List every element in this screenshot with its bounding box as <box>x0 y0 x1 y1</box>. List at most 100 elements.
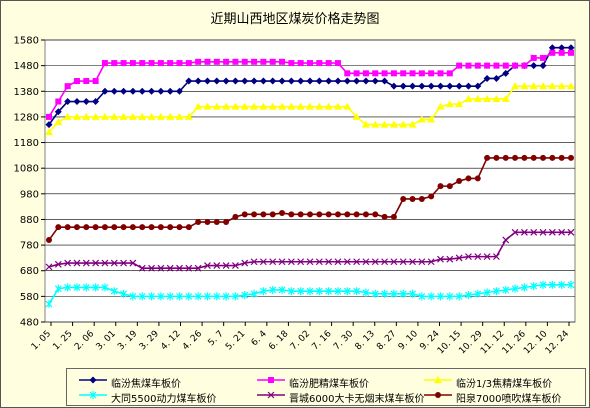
data-point <box>45 263 53 271</box>
data-point <box>389 120 398 128</box>
data-point <box>129 60 136 67</box>
data-point <box>548 228 556 236</box>
data-point <box>483 288 491 297</box>
legend-label: 临汾1/3焦精煤车板价 <box>456 379 553 390</box>
data-point <box>418 292 426 301</box>
data-point <box>549 154 556 161</box>
series-6 <box>46 154 574 243</box>
data-point <box>241 77 249 85</box>
data-point <box>213 292 221 301</box>
data-point <box>250 102 259 110</box>
data-point <box>390 258 398 266</box>
data-point <box>483 94 492 102</box>
data-point <box>567 44 575 52</box>
data-point <box>110 259 118 267</box>
legend-swatch <box>79 376 107 384</box>
data-point <box>129 87 137 95</box>
data-point <box>288 211 295 218</box>
data-point <box>148 224 155 231</box>
legend-marker <box>435 392 441 398</box>
data-point <box>148 264 155 272</box>
data-point <box>278 77 286 85</box>
data-point <box>474 82 482 90</box>
data-point <box>64 98 72 106</box>
data-point <box>54 118 63 126</box>
data-point <box>195 58 202 65</box>
chart-title: 近期山西地区煤炭价格走势图 <box>210 12 380 27</box>
data-point <box>194 264 202 272</box>
data-point <box>251 211 258 218</box>
data-point <box>352 112 361 120</box>
data-point <box>521 62 528 69</box>
legend-swatch <box>257 391 285 399</box>
y-tick-label: 1080 <box>14 164 39 175</box>
x-tick-label: 1. 25 <box>51 329 74 352</box>
data-point <box>539 82 548 90</box>
data-point <box>63 112 72 120</box>
data-point <box>297 258 305 266</box>
data-point <box>101 87 109 95</box>
data-point <box>530 228 538 236</box>
data-point <box>408 120 417 128</box>
data-point <box>92 78 99 85</box>
data-point <box>315 77 323 85</box>
data-point <box>325 287 333 296</box>
data-point <box>138 292 146 301</box>
data-point <box>484 154 491 161</box>
data-point <box>120 289 127 298</box>
data-point <box>64 259 72 267</box>
data-point <box>465 253 472 261</box>
data-point <box>446 183 453 190</box>
series-4 <box>45 280 575 309</box>
data-point <box>520 228 528 236</box>
series-2 <box>46 49 574 120</box>
series-5 <box>45 228 575 272</box>
data-point <box>185 60 192 67</box>
data-point <box>204 292 211 301</box>
data-point <box>166 87 174 95</box>
data-point <box>372 211 379 218</box>
x-tick-label: 8. 13 <box>354 329 377 352</box>
data-point <box>445 100 454 108</box>
y-tick-label: 780 <box>20 241 39 252</box>
data-point <box>446 255 454 263</box>
data-point <box>502 62 509 69</box>
x-tick-label: 7. 02 <box>289 329 312 352</box>
legend-swatch <box>79 391 107 399</box>
data-point <box>138 87 146 95</box>
x-tick-label: 6. 18 <box>267 329 290 352</box>
data-point <box>362 211 369 218</box>
data-point <box>530 62 538 70</box>
data-point <box>464 94 473 102</box>
legend-marker <box>267 391 275 399</box>
data-point <box>54 260 62 268</box>
data-point <box>306 258 314 266</box>
data-point <box>241 58 248 65</box>
data-point <box>288 60 295 67</box>
data-point <box>428 193 435 200</box>
data-point <box>362 70 369 77</box>
data-point <box>372 70 379 77</box>
data-point <box>558 49 565 56</box>
x-tick-label: 7. 30 <box>332 329 355 352</box>
legend-label: 临汾焦煤车板价 <box>111 379 181 390</box>
data-point <box>297 211 304 218</box>
data-point <box>54 108 62 116</box>
data-point <box>455 254 463 262</box>
data-point <box>306 102 314 110</box>
legend-label: 大同5500动力煤车板价 <box>111 394 217 405</box>
data-point <box>511 228 519 236</box>
legend-marker <box>89 391 97 399</box>
y-tick-label: 1280 <box>14 112 39 123</box>
data-point <box>204 219 211 226</box>
y-tick-label: 880 <box>20 215 39 226</box>
data-point <box>307 211 313 218</box>
data-point <box>520 283 528 292</box>
data-point <box>213 262 221 270</box>
data-point <box>306 287 314 296</box>
data-point <box>465 62 472 69</box>
data-point <box>259 77 267 85</box>
x-tick-label: 12. 24 <box>544 329 572 357</box>
data-point <box>82 283 90 292</box>
data-point <box>540 154 547 161</box>
